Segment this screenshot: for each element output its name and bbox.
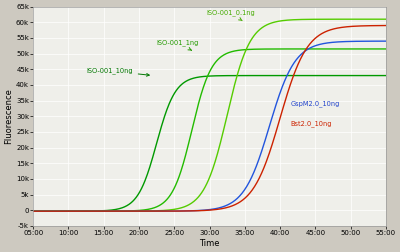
X-axis label: Time: Time	[199, 239, 220, 248]
Text: ISO-001_10ng: ISO-001_10ng	[86, 68, 149, 76]
Text: Bst2.0_10ng: Bst2.0_10ng	[290, 121, 332, 128]
Text: ISO-001_1ng: ISO-001_1ng	[157, 39, 199, 50]
Y-axis label: Fluorescence: Fluorescence	[4, 88, 13, 144]
Text: GspM2.0_10ng: GspM2.0_10ng	[290, 100, 340, 107]
Text: ISO-001_0.1ng: ISO-001_0.1ng	[206, 10, 255, 21]
